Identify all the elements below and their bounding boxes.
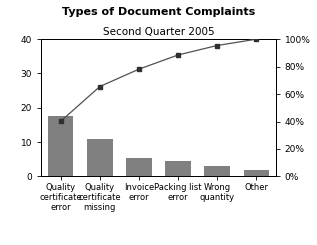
Bar [126,158,152,176]
Bar [87,139,113,176]
Bar [165,161,191,176]
Bar [48,116,74,176]
Bar [204,166,230,176]
Text: Types of Document Complaints: Types of Document Complaints [62,7,255,17]
Bar [243,170,269,176]
Text: Second Quarter 2005: Second Quarter 2005 [103,27,214,37]
